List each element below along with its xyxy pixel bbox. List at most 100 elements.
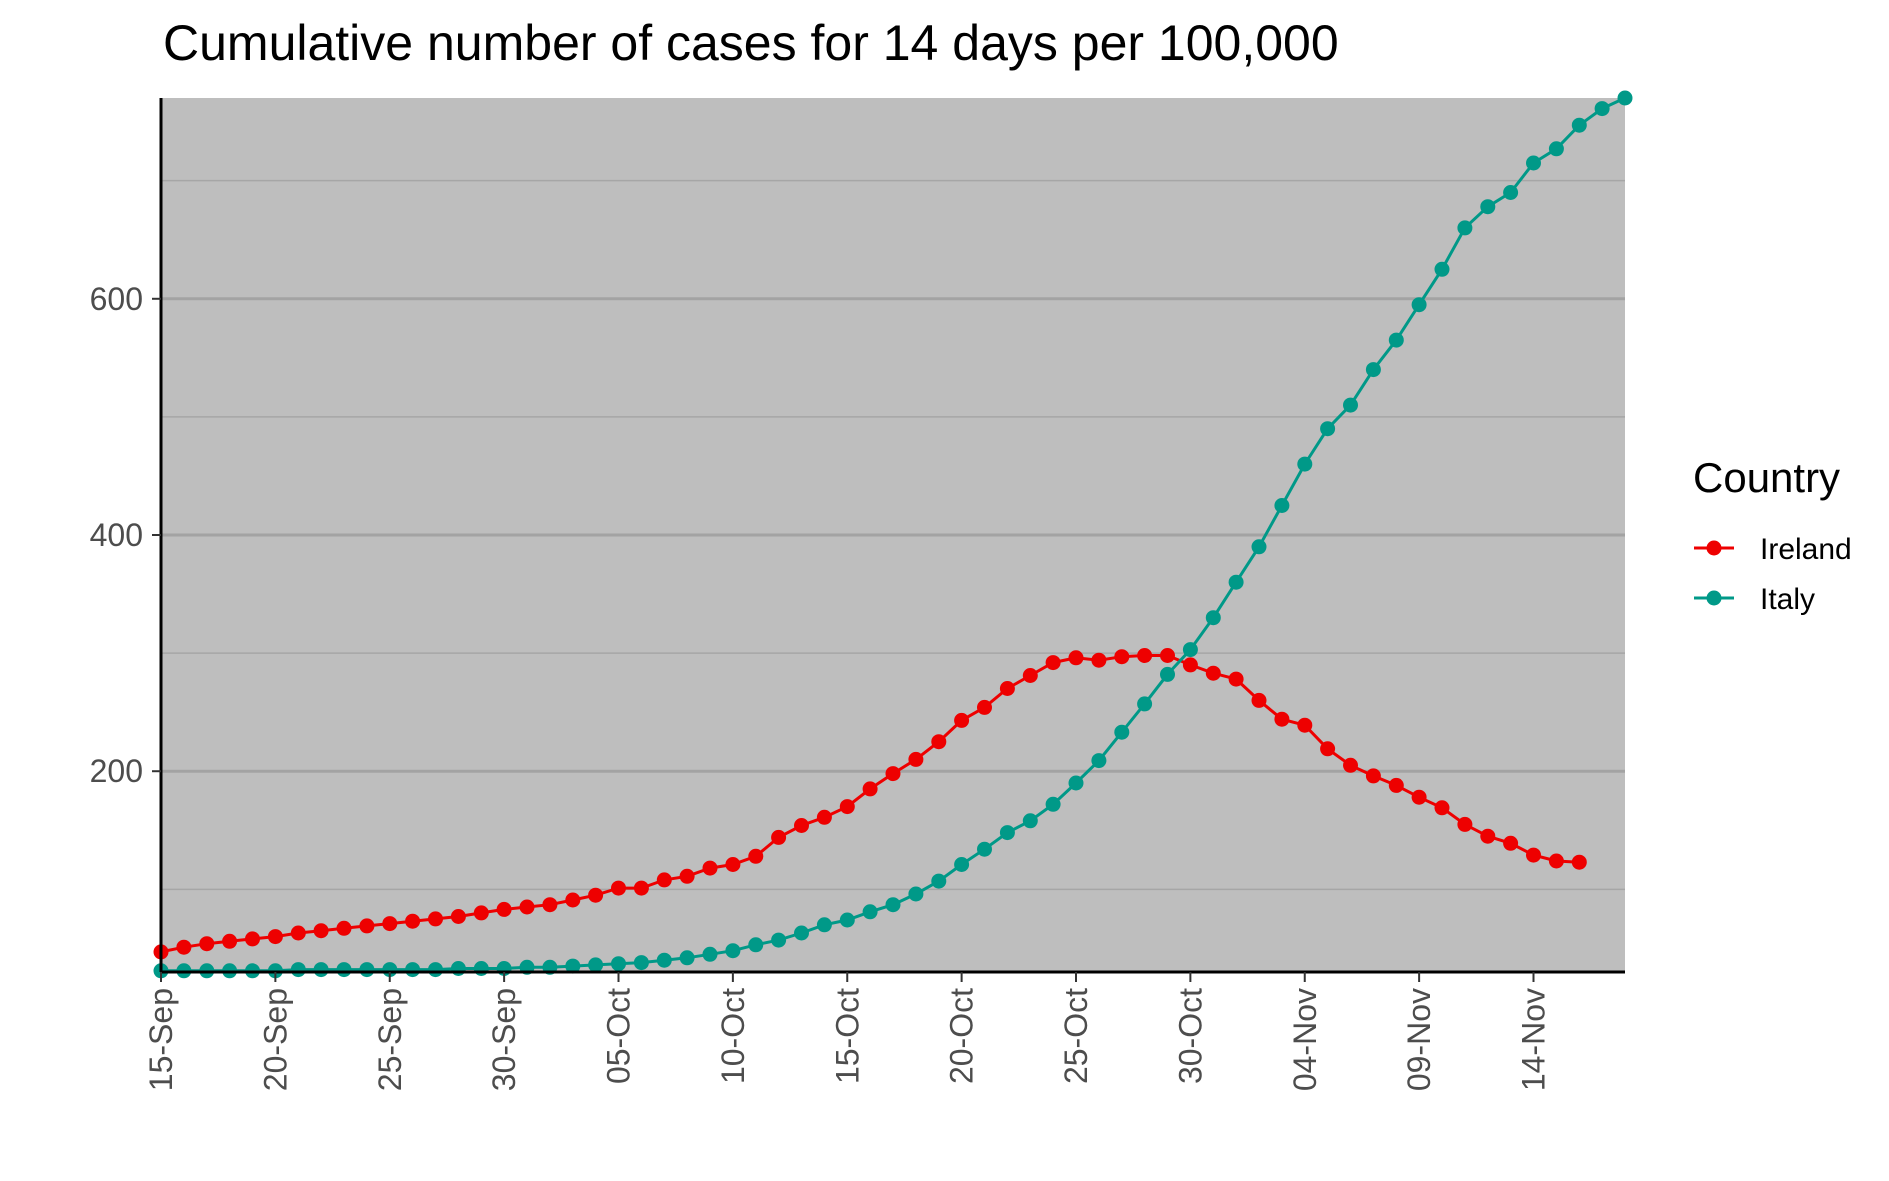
data-point-italy [1160,666,1175,682]
data-point-italy [1548,141,1564,157]
data-point-ireland [611,880,626,896]
data-point-italy [359,962,375,978]
data-point-italy [679,950,695,966]
data-point-ireland [1411,789,1427,805]
data-point-italy [1411,297,1427,313]
data-point-ireland [1137,648,1153,663]
data-point-italy [1594,101,1610,117]
data-point-ireland [1548,853,1564,869]
x-tick-label: 14-Nov [1516,988,1552,1091]
data-point-ireland [1388,777,1404,793]
data-point-italy [1274,498,1290,513]
data-point-ireland [199,936,215,952]
data-point-ireland [428,911,443,927]
data-point-ireland [1182,657,1198,673]
data-point-italy [1617,90,1633,106]
data-point-ireland [359,918,375,934]
data-point-italy [405,962,421,978]
data-point-italy [588,957,604,973]
data-point-italy [1182,642,1198,658]
data-point-ireland [1343,757,1358,773]
data-point-italy [977,841,992,857]
data-point-italy [999,825,1015,841]
data-point-ireland [1045,655,1061,671]
data-point-ireland [1571,854,1587,870]
data-point-ireland [1526,847,1541,863]
data-point-ireland [1365,768,1381,784]
data-point-italy [771,932,787,948]
data-point-ireland [1205,665,1221,681]
data-point-italy [290,962,306,978]
data-point-italy [1434,261,1450,277]
data-point-italy [816,917,832,933]
data-point-ireland [771,829,787,845]
data-point-italy [1343,397,1358,413]
x-tick-label: 04-Nov [1287,988,1323,1091]
data-point-italy [1228,574,1244,590]
data-point-ireland [1068,650,1084,666]
data-point-italy [1091,753,1107,769]
data-point-ireland [633,880,649,896]
data-point-ireland [1457,816,1473,832]
data-point-ireland [1297,717,1313,733]
data-point-italy [336,962,352,978]
data-point-ireland [1320,741,1336,757]
x-tick-label: 05-Oct [601,988,637,1084]
x-tick-label: 09-Nov [1401,988,1437,1091]
data-point-ireland [1114,649,1130,665]
data-point-ireland [931,734,947,750]
data-point-italy [611,956,626,972]
data-point-italy [908,886,924,902]
legend-label: Italy [1760,583,1815,616]
data-point-ireland [1160,648,1175,663]
data-point-ireland [313,923,329,939]
data-point-italy [748,937,764,953]
legend-entry-italy: Italy [1694,583,1815,616]
data-point-ireland [794,818,809,833]
data-point-ireland [267,929,283,945]
data-point-ireland [588,887,604,903]
data-point-ireland [1480,828,1496,844]
data-point-italy [1205,610,1221,626]
data-point-ireland [1091,652,1107,668]
x-tick-label: 30-Sep [486,988,522,1091]
data-point-ireland [748,848,764,864]
data-point-italy [839,912,855,928]
data-point-italy [450,961,466,976]
data-point-italy [1457,220,1473,236]
data-point-ireland [1434,800,1450,816]
data-point-italy [633,955,649,971]
data-point-ireland [450,909,466,924]
data-point-italy [473,961,489,976]
minor-gridlines [161,179,1625,891]
data-point-italy [1526,155,1541,171]
data-point-ireland [1274,711,1290,727]
data-point-ireland [542,897,558,913]
legend-key-point [1706,540,1722,556]
data-point-italy [1503,185,1519,200]
data-point-italy [954,857,970,872]
legend-key-point [1706,590,1722,606]
data-point-ireland [702,860,718,876]
data-point-ireland [999,681,1015,696]
data-point-ireland [679,868,695,884]
x-tick-label: 20-Oct [944,988,980,1084]
data-point-ireland [862,781,878,797]
legend-entry-ireland: Ireland [1694,533,1852,566]
chart-title: Cumulative number of cases for 14 days p… [163,15,1339,71]
data-point-italy [725,943,741,959]
data-point-ireland [496,901,512,917]
x-axis-ticks: 15-Sep 20-Sep 25-Sep 30-Sep 05-Oct 10-Oct 15-O… [143,972,1552,1091]
legend-title: Country [1693,454,1840,501]
data-point-italy [1480,199,1496,215]
x-tick-label: 20-Sep [257,988,293,1091]
data-point-italy [1251,539,1267,555]
data-point-italy [1114,724,1130,740]
data-point-ireland [1251,692,1267,708]
data-point-ireland [336,920,352,936]
data-point-ireland [519,899,535,915]
data-point-italy [931,873,947,889]
data-point-italy [794,925,809,941]
data-point-ireland [245,931,260,947]
x-tick-label: 30-Oct [1172,988,1208,1084]
